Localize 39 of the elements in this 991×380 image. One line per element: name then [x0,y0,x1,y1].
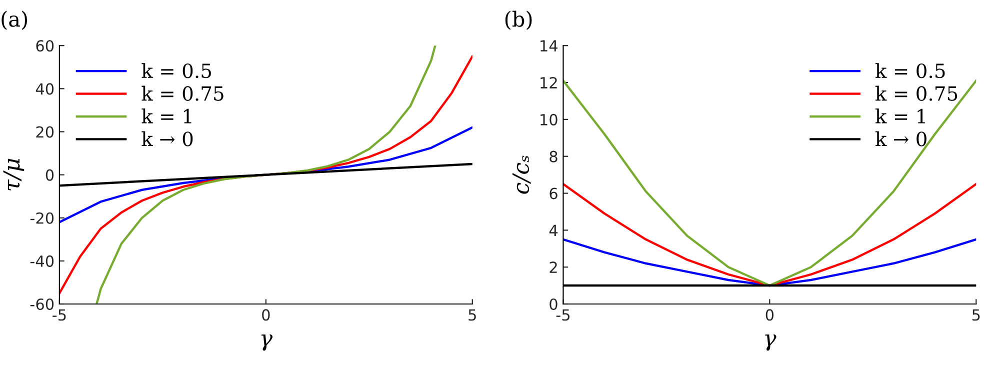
legend-label: k = 1 [142,108,192,124]
y-tick-label: -40 [30,255,54,267]
y-tick-label: 6 [550,188,558,200]
legend-label: k → 0 [875,131,926,146]
x-tick-label: 5 [468,309,476,321]
y-tick-label: 14 [540,40,558,52]
y-tick-label: -20 [30,212,54,224]
chart-title: (a) [2,10,28,30]
y-tick-label: 2 [550,262,557,273]
y-tick-label: 4 [549,224,558,236]
line-series [96,46,436,304]
line-series [563,80,976,287]
legend-label: k → 0 [142,131,193,146]
y-tick-label: 0 [550,298,558,310]
line-series [563,182,976,287]
x-tick-label: 0 [766,309,774,321]
chart-title: (b) [505,10,532,30]
y-tick-label: -60 [30,298,54,310]
x-tick-label: 0 [262,309,270,321]
x-tick-label: -5 [52,309,66,321]
line-series [563,238,976,287]
x-axis-title: γ [261,334,273,351]
legend-label: k = 0.75 [875,86,958,101]
legend-label: k = 0.5 [875,63,945,78]
y-tick-label: 20 [36,126,54,138]
legend-label: k = 1 [875,108,925,124]
y-axis-title: c/cₛ [512,156,531,194]
y-tick-label: 40 [36,83,54,95]
legend-label: k = 0.5 [142,63,211,78]
x-tick-label: -5 [556,309,570,321]
x-tick-label: 5 [972,309,980,321]
legend-label: k = 0.75 [142,86,224,101]
y-tick-label: 8 [550,150,558,162]
y-tick-label: 60 [36,40,54,52]
y-tick-label: 0 [46,169,54,181]
y-tick-label: 12 [540,76,557,88]
x-axis-title: γ [765,334,776,351]
y-axis-title: τ/μ [3,158,24,190]
y-tick-label: 10 [540,114,558,126]
